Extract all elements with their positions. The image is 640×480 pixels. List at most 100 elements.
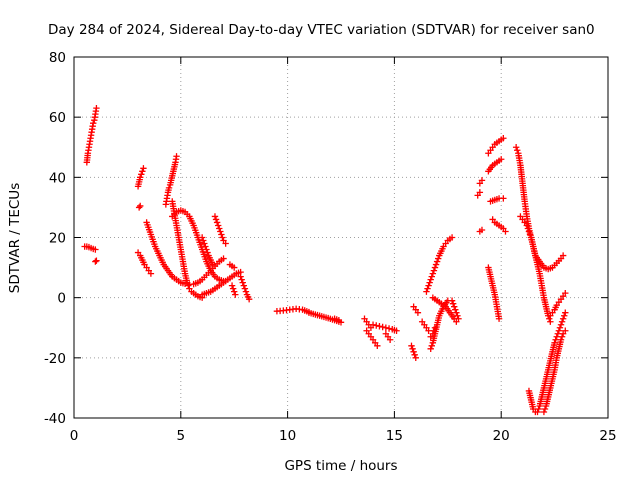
series-arc-14	[226, 261, 238, 271]
data-point	[559, 252, 567, 259]
data-point	[212, 216, 220, 223]
data-point	[216, 225, 223, 232]
x-tick-labels: 0 5 10 15 20 25	[70, 428, 617, 444]
data-point	[242, 288, 250, 295]
data-point	[369, 321, 377, 328]
data-point	[211, 213, 219, 220]
data-point	[558, 333, 566, 340]
data-point	[500, 135, 507, 142]
data-point	[386, 336, 394, 343]
x-tick-label: 0	[70, 428, 79, 444]
data-point	[147, 270, 155, 277]
data-point	[203, 246, 210, 253]
series-arc-11	[198, 234, 217, 268]
data-point	[546, 315, 553, 322]
data-point	[423, 288, 430, 295]
series-arc-08	[162, 153, 180, 208]
series-arc-03	[92, 257, 100, 265]
data-point	[408, 342, 415, 349]
series-arc-05	[135, 202, 144, 211]
data-point	[90, 119, 97, 127]
series-arc-01	[83, 104, 100, 166]
data-point	[92, 258, 99, 265]
data-point	[231, 288, 238, 295]
series-arc-20	[361, 315, 375, 331]
series-arc-19	[331, 315, 343, 324]
data-point	[554, 330, 562, 337]
series-arc-17	[273, 305, 313, 316]
data-point	[502, 228, 509, 235]
data-point	[559, 315, 567, 322]
x-tick-label: 25	[599, 428, 616, 444]
data-markers	[81, 104, 569, 416]
data-point	[453, 309, 460, 316]
data-point	[411, 351, 418, 359]
x-tick-label: 20	[493, 428, 510, 444]
data-point	[140, 165, 147, 172]
data-point	[137, 174, 144, 181]
series-arc-04	[134, 165, 147, 190]
data-point	[393, 327, 400, 334]
data-point	[561, 312, 568, 319]
data-point	[137, 202, 144, 210]
data-point	[427, 345, 434, 353]
data-point	[184, 279, 191, 286]
data-point	[452, 306, 459, 313]
data-point	[432, 261, 440, 268]
data-point	[165, 184, 173, 192]
data-point	[562, 327, 569, 334]
data-point	[412, 354, 419, 362]
data-point	[173, 153, 180, 160]
series-arc-15	[228, 282, 239, 298]
data-point	[214, 222, 222, 229]
data-point	[139, 168, 146, 175]
data-point	[514, 147, 521, 154]
chart-title: Day 284 of 2024, Sidereal Day-to-day VTE…	[48, 22, 595, 38]
data-point	[429, 270, 437, 277]
y-tick-labels: -40 -20 0 20 40 60 80	[44, 50, 66, 427]
data-point	[552, 336, 559, 343]
data-point	[425, 327, 432, 334]
series-arc-31	[476, 177, 486, 187]
data-point	[534, 408, 541, 416]
data-point	[540, 408, 548, 416]
data-point	[229, 285, 237, 292]
series-arc-37	[489, 216, 509, 235]
series-arc-35	[485, 156, 505, 175]
data-point	[498, 156, 505, 163]
data-point	[448, 234, 456, 241]
data-point	[198, 234, 206, 241]
data-point	[535, 405, 542, 413]
data-point	[200, 237, 207, 244]
data-point	[556, 324, 564, 331]
series-arc-16	[237, 273, 253, 303]
data-point	[434, 255, 442, 262]
data-point	[551, 339, 558, 346]
data-point	[553, 333, 560, 340]
data-point	[430, 267, 438, 274]
data-point	[500, 195, 507, 202]
series-arc-22	[369, 321, 400, 334]
data-point	[213, 219, 221, 226]
data-point	[231, 264, 238, 271]
data-point	[185, 282, 192, 289]
data-point	[428, 342, 435, 349]
data-point	[557, 321, 565, 328]
series-arc-29	[423, 234, 456, 295]
data-point	[201, 240, 208, 247]
y-axis-label: SDTVAR / TECUs	[7, 183, 23, 293]
series-arc-38	[485, 264, 503, 322]
data-point	[93, 257, 100, 264]
data-point	[476, 189, 484, 196]
series-arc-32	[474, 189, 484, 199]
data-point	[562, 309, 569, 316]
series-arc-23	[382, 330, 394, 343]
y-tick-label: -40	[44, 411, 66, 427]
y-tick-label: 20	[49, 231, 66, 247]
data-point	[449, 300, 457, 307]
data-point	[562, 289, 569, 297]
data-point	[379, 323, 386, 331]
series-arc-07	[143, 219, 227, 288]
data-point	[373, 322, 380, 329]
data-point	[524, 225, 532, 232]
